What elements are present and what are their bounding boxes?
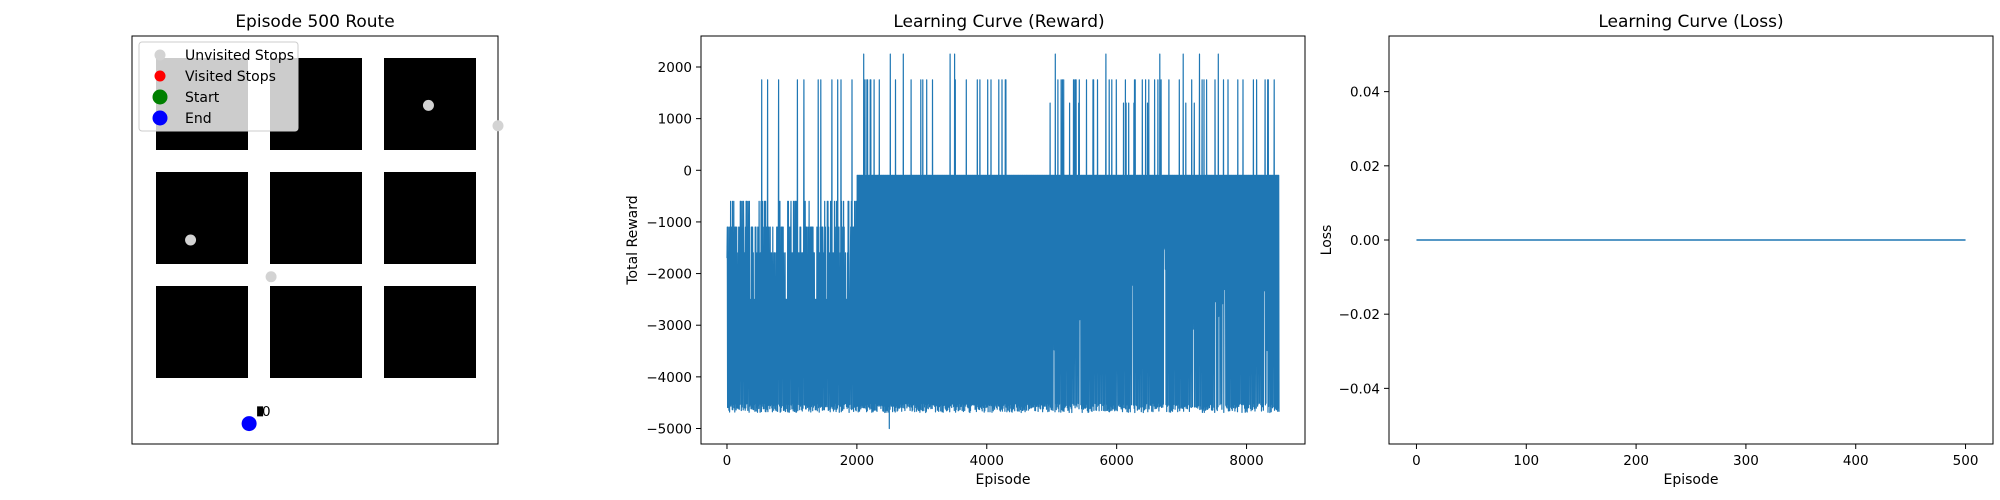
legend-label-1: Unvisited Stops bbox=[185, 48, 294, 64]
reward-ylabel: Total Reward bbox=[625, 195, 641, 285]
reward-title: Learning Curve (Reward) bbox=[893, 12, 1104, 32]
xtick-label-4: 400 bbox=[1843, 453, 1869, 469]
xtick-label-3: 6000 bbox=[1099, 453, 1133, 469]
route-marker bbox=[257, 406, 264, 417]
ytick-label-4: 0.04 bbox=[1350, 85, 1380, 101]
xtick-label-4: 8000 bbox=[1229, 453, 1263, 469]
xtick-label-3: 300 bbox=[1733, 453, 1759, 469]
unvisited-stop-2 bbox=[492, 120, 504, 132]
unvisited-stop-4 bbox=[265, 271, 277, 283]
city-block-9 bbox=[384, 286, 476, 378]
loss-ticks: 0 100 200 300 400 500 −0.04 −0.02 0.00 0.02 0.04 bbox=[1339, 85, 1979, 469]
ytick-label-2: 0.00 bbox=[1350, 233, 1380, 249]
ytick-label-1: −4000 bbox=[646, 370, 692, 386]
xtick-label-0: 0 bbox=[723, 453, 732, 469]
route-map-title: Episode 500 Route bbox=[235, 12, 394, 32]
loss-xlabel: Episode bbox=[1664, 472, 1719, 488]
legend-box bbox=[138, 41, 299, 132]
ytick-label-3: −2000 bbox=[646, 267, 692, 283]
legend-label-4: End bbox=[185, 111, 212, 127]
loss-title: Learning Curve (Loss) bbox=[1598, 12, 1783, 32]
route-map-panel: Episode 500 Route 0 Unvisited Stops Visit… bbox=[131, 12, 504, 445]
reward-axes-frame bbox=[700, 35, 1306, 445]
city-block-4 bbox=[156, 172, 248, 264]
unvisited-stop-3 bbox=[185, 234, 197, 246]
ytick-label-0: −5000 bbox=[646, 422, 692, 438]
legend-marker-4 bbox=[152, 110, 168, 126]
xtick-label-2: 200 bbox=[1623, 453, 1649, 469]
legend-marker-3 bbox=[152, 89, 168, 105]
ytick-label-3: 0.02 bbox=[1350, 159, 1380, 175]
city-block-6 bbox=[384, 172, 476, 264]
legend-label-3: Start bbox=[185, 90, 220, 106]
route-map-frame bbox=[131, 35, 499, 445]
reward-ticks: 0 2000 4000 6000 8000 −5000 −4000 −3000 −2000 −10… bbox=[646, 60, 1263, 469]
reward-plot-area bbox=[726, 53, 1280, 430]
ytick-label-7: 2000 bbox=[658, 60, 692, 76]
ytick-label-5: 0 bbox=[683, 163, 692, 179]
unvisited-stop-1 bbox=[422, 99, 434, 111]
legend-label-2: Visited Stops bbox=[185, 69, 276, 85]
xtick-label-1: 100 bbox=[1513, 453, 1539, 469]
reward-xlabel: Episode bbox=[976, 472, 1031, 488]
legend: Unvisited Stops Visited Stops Start End bbox=[138, 41, 299, 132]
xtick-label-0: 0 bbox=[1412, 453, 1421, 469]
ytick-label-0: −0.04 bbox=[1339, 381, 1380, 397]
ytick-label-4: −1000 bbox=[646, 215, 692, 231]
ytick-label-6: 1000 bbox=[658, 112, 692, 128]
city-block-7 bbox=[156, 286, 248, 378]
city-blocks bbox=[156, 58, 476, 378]
ytick-label-1: −0.02 bbox=[1339, 307, 1380, 323]
end-point bbox=[241, 416, 257, 432]
loss-ylabel: Loss bbox=[1319, 225, 1335, 256]
xtick-label-1: 2000 bbox=[840, 453, 874, 469]
reward-panel: Learning Curve (Reward) 0 2000 4000 6000 800… bbox=[625, 12, 1306, 488]
legend-marker-1 bbox=[154, 49, 166, 61]
loss-panel: Learning Curve (Loss) 0 100 200 300 400 500 −0… bbox=[1319, 12, 1994, 488]
reward-series-line bbox=[726, 53, 1280, 430]
city-block-5 bbox=[270, 172, 362, 264]
ytick-label-2: −3000 bbox=[646, 318, 692, 334]
xtick-label-2: 4000 bbox=[970, 453, 1004, 469]
legend-entries: Unvisited Stops Visited Stops Start End bbox=[152, 48, 294, 127]
legend-marker-2 bbox=[154, 70, 166, 82]
stops bbox=[185, 99, 504, 432]
city-block-8 bbox=[270, 286, 362, 378]
route-marker-label: 0 bbox=[262, 404, 271, 420]
xtick-label-5: 500 bbox=[1953, 453, 1979, 469]
